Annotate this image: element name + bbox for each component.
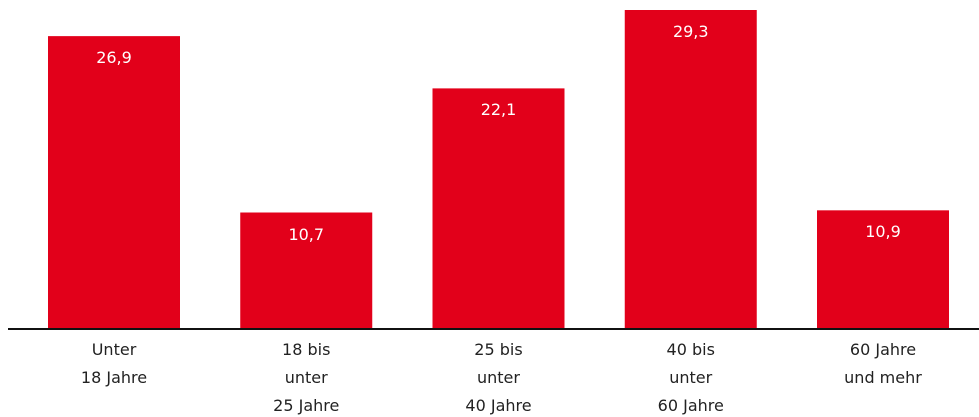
- bar: [240, 212, 373, 329]
- bar: [48, 36, 180, 329]
- bar: [817, 210, 949, 329]
- x-tick-label: 18 bis unter 25 Jahre: [273, 340, 340, 415]
- x-tick-label: 60 Jahre und mehr: [844, 340, 922, 387]
- bar: [624, 10, 757, 329]
- value-label: 10,9: [865, 222, 901, 242]
- value-label: 10,7: [288, 224, 325, 244]
- value-label: 29,3: [672, 22, 709, 41]
- x-tick-label: Unter 18 Jahre: [80, 340, 148, 387]
- bar: [432, 88, 565, 330]
- value-label: 26,9: [96, 48, 132, 68]
- x-tick-label: 25 bis unter 40 Jahre: [465, 340, 532, 415]
- value-label: 22,1: [480, 100, 517, 120]
- x-tick-label: 40 bis unter 60 Jahre: [657, 340, 724, 415]
